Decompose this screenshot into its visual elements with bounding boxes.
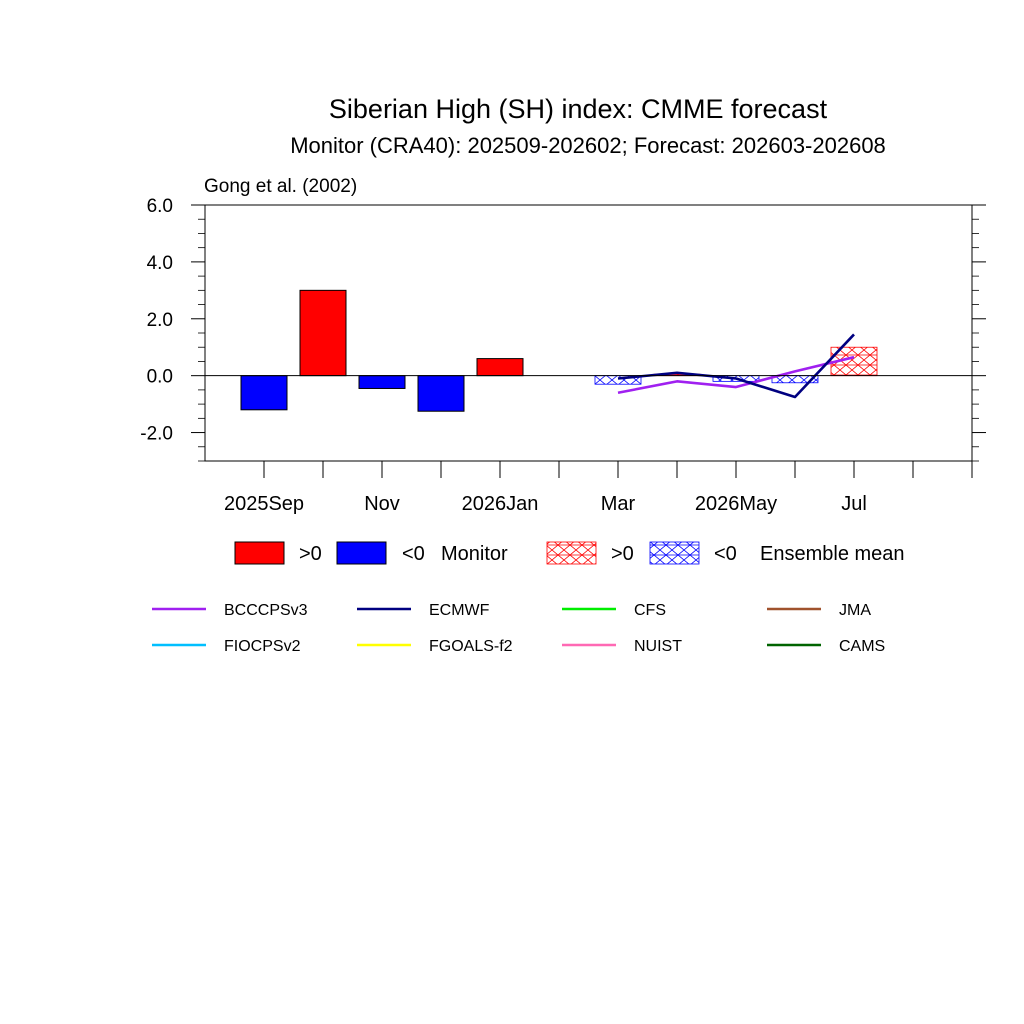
legend-ensemble-pos-swatch — [546, 541, 597, 565]
chart-title: Siberian High (SH) index: CMME forecast — [329, 94, 828, 124]
legend: >0 <0 Monitor >0 <0 Ensemble mean BCCCPSv3 ECMW… — [152, 541, 905, 655]
legend-model-label: FGOALS-f2 — [429, 638, 513, 655]
legend-model-label: BCCCPSv3 — [224, 602, 308, 619]
legend-monitor-pos-swatch — [234, 541, 285, 565]
legend-monitor-neg-swatch — [336, 541, 387, 565]
monitor-bar — [240, 375, 288, 411]
monitor-bar — [476, 358, 524, 377]
legend-ensemble-pos-label: >0 — [611, 543, 634, 565]
y-tick-label: 2.0 — [147, 310, 173, 331]
legend-monitor-neg-label: <0 — [402, 543, 425, 565]
legend-ensemble-label: Ensemble mean — [760, 543, 905, 565]
monitor-bar — [417, 375, 465, 412]
bars-layer — [240, 289, 878, 412]
x-tick-label: 2026May — [695, 493, 777, 515]
x-tick-label: 2026Jan — [462, 493, 539, 515]
legend-model-label: CAMS — [839, 638, 885, 655]
legend-model-label: NUIST — [634, 638, 682, 655]
legend-ensemble-neg-swatch — [649, 541, 700, 565]
legend-ensemble-neg-label: <0 — [714, 543, 737, 565]
monitor-bar — [358, 375, 406, 389]
legend-model-label: JMA — [839, 602, 871, 619]
y-tick-label: 4.0 — [147, 253, 173, 274]
x-tick-label: Nov — [364, 493, 400, 515]
legend-model-label: ECMWF — [429, 602, 490, 619]
lines-layer — [617, 333, 855, 399]
legend-monitor-pos-label: >0 — [299, 543, 322, 565]
monitor-bar — [299, 289, 347, 377]
source-note: Gong et al. (2002) — [204, 176, 357, 197]
x-tick-label: Mar — [601, 493, 636, 515]
y-tick-label: -2.0 — [140, 424, 173, 445]
y-tick-label: 6.0 — [147, 196, 173, 217]
legend-model-label: CFS — [634, 602, 666, 619]
model-line-bcccpsv3 — [617, 355, 855, 395]
y-tick-label: 0.0 — [147, 367, 173, 388]
axes-layer: 6.0 4.0 2.0 0.0 -2.0 2025Sep Nov 2026Jan Mar 2026… — [140, 196, 986, 515]
legend-monitor-label: Monitor — [441, 543, 508, 565]
x-tick-label: Jul — [841, 493, 867, 515]
legend-model-label: FIOCPSv2 — [224, 638, 301, 655]
x-tick-label: 2025Sep — [224, 493, 304, 515]
chart-subtitle: Monitor (CRA40): 202509-202602; Forecast… — [290, 133, 886, 158]
